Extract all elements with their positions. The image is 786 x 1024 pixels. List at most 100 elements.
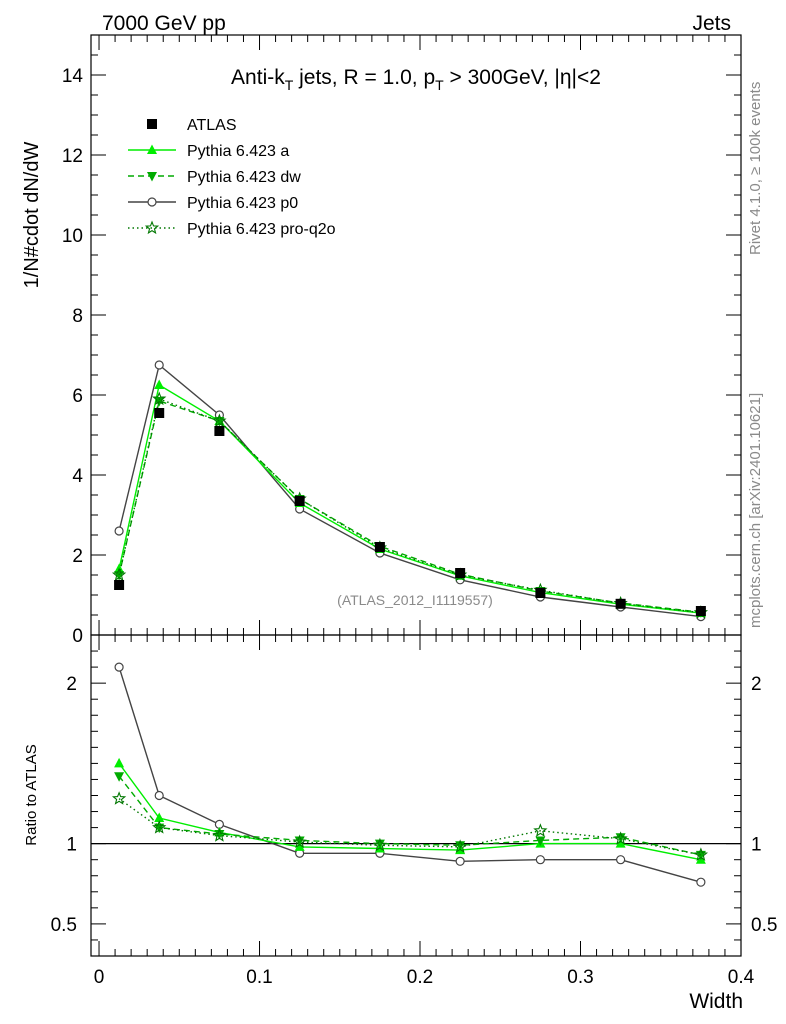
- legend-marker: [144, 220, 160, 235]
- data-point: [114, 526, 124, 536]
- ratio-point: [114, 662, 124, 672]
- ratio-y-tick-label: 2: [66, 674, 77, 695]
- y-tick-label: 6: [72, 386, 83, 407]
- series-line-pythia-6-423-a: [118, 383, 701, 614]
- ratio-point: [372, 837, 388, 852]
- x-tick-label: 0.4: [728, 967, 755, 988]
- series-line-pythia-6-423-p0: [118, 363, 701, 618]
- data-point: [455, 568, 466, 578]
- y-tick-label: 10: [62, 226, 83, 247]
- legend: ATLAS Pythia 6.423 a Pythia 6.423 dw Pythia…: [128, 117, 336, 238]
- data-point: [114, 580, 125, 590]
- ratio-point: [111, 791, 127, 805]
- series-pythia-6-423-pro-q2o: [111, 391, 709, 619]
- ratio-axes: 0.5 0.5 1 1 2 2 0 0.1 0.2 0.3 0.4: [51, 635, 777, 988]
- ratio-point: [114, 757, 125, 768]
- title-sub1: T: [285, 77, 294, 93]
- ratio-point: [114, 772, 125, 782]
- legend-label: Pythia 6.423 p0: [187, 195, 298, 212]
- series-pythia-6-423-p0: [114, 360, 706, 622]
- ratio-series-pythia-6-423-pro-q2o: [111, 791, 709, 861]
- legend-entry-pythia-6-423-p0: Pythia 6.423 p0: [128, 195, 298, 212]
- ratio-point: [214, 830, 225, 840]
- analysis-watermark: (ATLAS_2012_I1119557): [337, 592, 493, 608]
- ratio-point: [455, 841, 466, 851]
- ratio-point: [696, 877, 706, 887]
- ratio-point: [212, 828, 227, 842]
- ratio-point: [693, 847, 709, 861]
- legend-label: Pythia 6.423 dw: [187, 169, 301, 186]
- header-left: 7000 GeV pp: [102, 12, 226, 35]
- y-tick-label: 8: [72, 306, 83, 327]
- legend-marker: [147, 144, 157, 154]
- x-tick-label: 0.1: [246, 967, 272, 988]
- x-axis-label: Width: [689, 990, 743, 1013]
- title-prefix: Anti-k: [231, 66, 285, 89]
- ratio-point: [292, 834, 307, 849]
- data-point: [214, 426, 225, 436]
- ratio-point: [152, 820, 167, 834]
- ratio-point: [615, 838, 626, 848]
- header-right: Jets: [692, 12, 731, 35]
- data-point: [294, 496, 305, 506]
- ratio-y-tick-label: 0.5: [51, 915, 77, 936]
- ratio-series: [111, 662, 709, 887]
- y-tick-label: 2: [72, 546, 83, 567]
- legend-label: ATLAS: [187, 117, 237, 134]
- data-point: [154, 379, 165, 389]
- chart-title: Anti-kT jets, R = 1.0, pT > 300GeV, |η|<…: [231, 66, 601, 93]
- ratio-y-tick-label: 1: [66, 835, 77, 856]
- legend-marker: [147, 119, 157, 129]
- data-point: [212, 413, 227, 428]
- y-tick-label: 12: [62, 146, 83, 167]
- y-tick-label: 0: [72, 626, 83, 647]
- ratio-point: [615, 833, 626, 843]
- ratio-point: [533, 823, 548, 837]
- series-line-pythia-6-423-dw: [118, 400, 701, 613]
- data-point: [695, 606, 706, 616]
- x-tick-label: 0.2: [407, 967, 433, 988]
- ratio-point: [154, 812, 165, 822]
- mcplots-label: mcplots.cern.ch [arXiv:2401.10621]: [747, 393, 764, 628]
- ratio-panel-frame: [90, 634, 742, 957]
- ratio-point: [613, 831, 628, 845]
- ratio-line-pythia-6-423-dw: [118, 775, 702, 856]
- ratio-y-axis-label: Ratio to ATLAS: [23, 744, 40, 845]
- y-tick-label: 4: [72, 466, 83, 487]
- ratio-point: [455, 856, 465, 866]
- title-sub2: T: [435, 77, 444, 93]
- data-point: [154, 360, 164, 370]
- legend-label: Pythia 6.423 pro-q2o: [187, 221, 336, 238]
- series-atlas: [114, 408, 706, 616]
- title-suffix: > 300GeV, |η|<2: [444, 66, 601, 89]
- ratio-point: [616, 855, 626, 865]
- ratio-y-tick-label-right: 0.5: [751, 915, 777, 936]
- legend-marker: [147, 172, 157, 182]
- data-point: [152, 391, 167, 406]
- legend-entry-pythia-6-423-a: Pythia 6.423 a: [128, 143, 289, 160]
- legend-entry-pythia-6-423-dw: Pythia 6.423 dw: [128, 169, 301, 186]
- main-series: [111, 360, 709, 622]
- data-point: [535, 588, 546, 598]
- title-mid: jets, R = 1.0, p: [293, 66, 435, 89]
- legend-entry-atlas: ATLAS: [147, 117, 237, 134]
- main-axes: 0 2 4 6 8 10 12 14: [62, 34, 742, 647]
- ratio-series-pythia-6-423-p0: [114, 662, 706, 887]
- ratio-y-tick-label-right: 1: [751, 835, 762, 856]
- legend-entry-pythia-6-423-pro-q2o: Pythia 6.423 pro-q2o: [128, 220, 336, 238]
- ratio-line-pythia-6-423-p0: [118, 666, 702, 883]
- x-tick-label: 0.3: [567, 967, 593, 988]
- series-line-pythia-6-423-pro-q2o: [118, 398, 701, 614]
- ratio-y-tick-label-right: 2: [751, 674, 762, 695]
- series-pythia-6-423-dw: [114, 397, 706, 618]
- ratio-point: [374, 839, 385, 850]
- legend-label: Pythia 6.423 a: [187, 143, 289, 160]
- legend-marker: [147, 197, 157, 207]
- ratio-point: [535, 836, 546, 846]
- data-point: [615, 598, 626, 609]
- data-point: [111, 567, 127, 582]
- ratio-series-pythia-6-423-a: [114, 757, 706, 864]
- rivet-version-label: Rivet 4.1.0, ≥ 100k events: [747, 82, 764, 255]
- ratio-point: [294, 841, 305, 851]
